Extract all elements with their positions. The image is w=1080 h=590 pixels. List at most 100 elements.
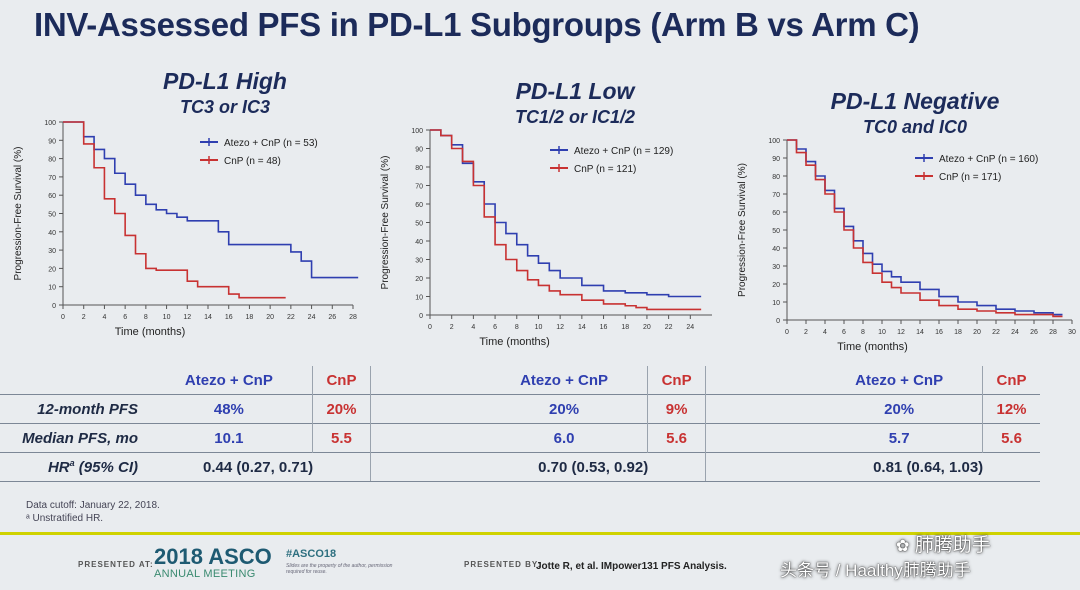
x-tick-label: 0 [61,314,65,321]
table-cell: 48% [146,394,313,424]
x-tick-label: 22 [287,314,295,321]
x-tick-label: 12 [556,324,564,331]
hr-value-negative: 0.81 (0.64, 1.03) [816,452,1040,482]
x-tick-label: 20 [643,324,651,331]
y-tick-label: 40 [772,246,780,253]
watermark-brand-text: 肺腾助手 [914,535,991,556]
table-cell: 20% [816,394,983,424]
y-tick-label: 60 [48,193,56,200]
y-tick-label: 100 [768,138,780,145]
atezo-cnp-survival-line [787,139,1063,316]
wechat-icon: ✿ [896,538,910,555]
watermark-brand: ✿ 肺腾助手 [896,530,991,557]
presented-by-label: PRESENTED BY: [464,560,542,569]
x-tick-label: 8 [861,329,865,336]
presented-at-label: PRESENTED AT: [78,560,154,569]
x-tick-label: 12 [897,329,905,336]
y-tick-label: 80 [772,174,780,181]
x-tick-label: 2 [82,314,86,321]
legend-label-cnp: CnP (n = 48) [224,156,281,167]
y-tick-label: 70 [415,184,423,191]
y-tick-label: 80 [415,165,423,172]
y-tick-label: 0 [52,303,56,310]
header-high-atezo: Atezo + CnP [184,371,273,389]
x-tick-label: 10 [878,329,886,336]
table-cell: 20% [481,394,648,424]
x-tick-label: 6 [493,324,497,331]
legend-label-atezo: Atezo + CnP (n = 53) [224,138,318,149]
y-axis-label: Progression-Free Survival (%) [13,147,24,281]
y-axis-label: Progression-Free Survival (%) [380,156,391,290]
x-tick-label: 4 [471,324,475,331]
table-header-row: Atezo + CnP CnP Atezo + CnP CnP Atezo + … [0,366,1040,395]
x-tick-label: 8 [515,324,519,331]
x-tick-label: 4 [823,329,827,336]
header-neg-atezo: Atezo + CnP [855,371,944,389]
panel-title-high: PD-L1 High TC3 or IC3 [125,68,325,118]
y-tick-label: 10 [772,300,780,307]
y-tick-label: 10 [48,285,56,292]
x-tick-label: 24 [686,324,694,331]
results-table: Atezo + CnP CnP Atezo + CnP CnP Atezo + … [0,366,1040,482]
y-tick-label: 10 [415,295,423,302]
x-axis-label: Time (months) [479,336,549,348]
footer-divider [0,532,1080,535]
panel-high-title: PD-L1 High [163,68,287,94]
y-tick-label: 0 [419,313,423,320]
table-cell: 6.0 [481,423,648,453]
x-tick-label: 30 [1068,329,1076,336]
x-tick-label: 16 [225,314,233,321]
table-row-12month-pfs: 12-month PFS 48% 20% 20% 9% 20% 12% [0,394,1040,424]
x-tick-label: 6 [842,329,846,336]
legend-label-atezo: Atezo + CnP (n = 129) [574,146,673,157]
y-axis-label: Progression-Free Survival (%) [737,163,748,297]
x-tick-label: 26 [328,314,336,321]
table-cell: 5.6 [646,423,706,453]
hr-value-high: 0.44 (0.27, 0.71) [146,452,371,482]
table-cell: 5.7 [816,423,983,453]
asco-logo-year: 2018 ASCO [154,544,272,569]
x-tick-label: 18 [246,314,254,321]
x-tick-label: 12 [183,314,191,321]
x-tick-label: 20 [973,329,981,336]
watermark-source: 头条号 / Haalthy肺腾助手 [780,561,971,580]
x-tick-label: 2 [804,329,808,336]
y-tick-label: 100 [411,128,423,135]
y-tick-label: 20 [415,276,423,283]
row-label: HRa (95% CI) [0,452,146,482]
x-tick-label: 28 [1049,329,1057,336]
y-tick-label: 70 [772,192,780,199]
y-tick-label: 50 [415,221,423,228]
y-tick-label: 50 [48,212,56,219]
hr-value-low: 0.70 (0.53, 0.92) [481,452,706,482]
x-tick-label: 24 [1011,329,1019,336]
rights-notice: Slides are the property of the author, p… [286,563,393,575]
y-tick-label: 90 [415,147,423,154]
y-tick-label: 60 [772,210,780,217]
legend-label-cnp: CnP (n = 171) [939,172,1001,183]
y-tick-label: 0 [776,318,780,325]
x-tick-label: 2 [450,324,454,331]
slide-title: INV-Assessed PFS in PD-L1 Subgroups (Arm… [34,6,920,43]
x-axis-label: Time (months) [115,326,186,338]
atezo-cnp-survival-line [430,129,702,298]
footnote-hr: ᵃ Unstratified HR. [26,513,104,524]
x-tick-label: 26 [1030,329,1038,336]
panel-title-low: PD-L1 Low TC1/2 or IC1/2 [475,78,675,128]
x-tick-label: 18 [621,324,629,331]
legend-label-atezo: Atezo + CnP (n = 160) [939,154,1038,165]
y-tick-label: 20 [48,266,56,273]
y-tick-label: 40 [48,230,56,237]
header-neg-cnp: CnP [982,366,1040,395]
x-tick-label: 24 [308,314,316,321]
atezo-cnp-survival-line [63,121,359,279]
legend-label-cnp: CnP (n = 121) [574,164,636,175]
y-tick-label: 40 [415,239,423,246]
asco-logo-subtitle: ANNUAL MEETING [154,568,256,580]
x-tick-label: 0 [785,329,789,336]
panel-negative-title: PD-L1 Negative [830,88,1000,114]
y-tick-label: 90 [772,156,780,163]
panel-high-subtitle: TC3 or IC3 [179,97,271,117]
